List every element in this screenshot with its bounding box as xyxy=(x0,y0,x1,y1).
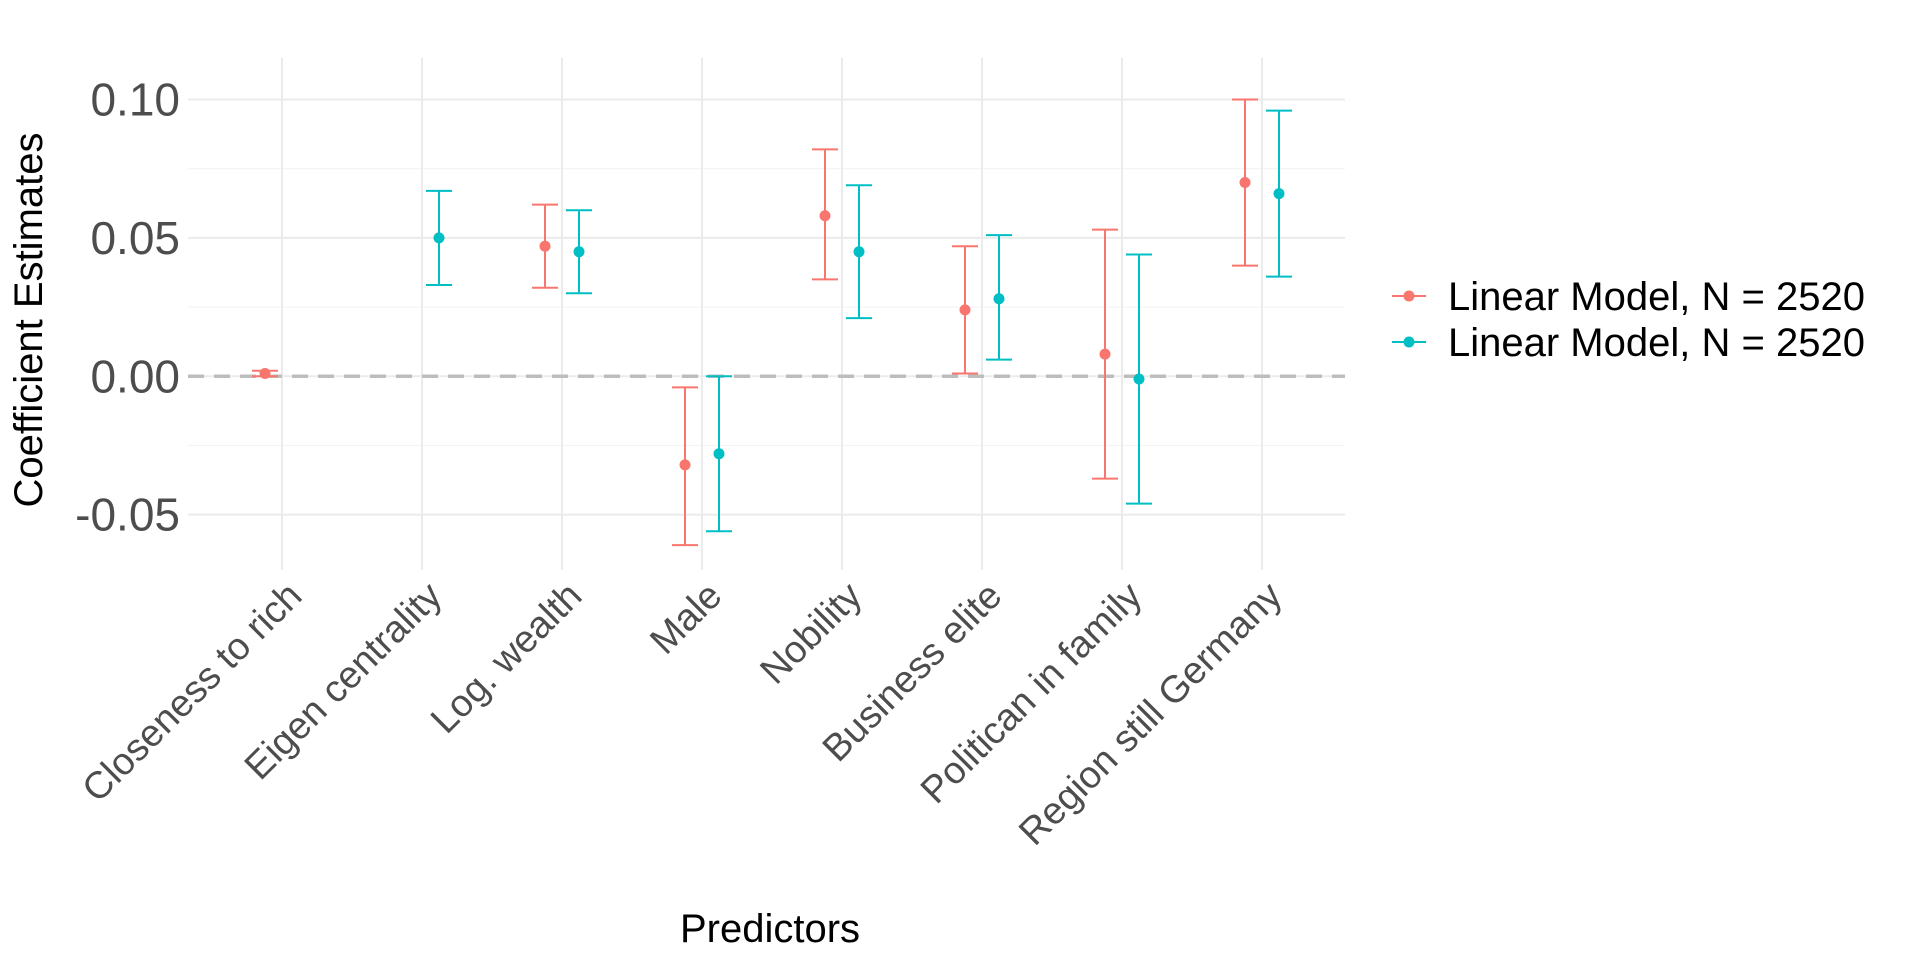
point-estimate xyxy=(574,246,585,257)
legend-label: Linear Model, N = 2520 xyxy=(1448,275,1865,319)
legend-item: Linear Model, N = 2520 xyxy=(1392,321,1865,365)
series-group xyxy=(252,100,1292,546)
legend-key-point xyxy=(1404,337,1415,348)
point-estimate xyxy=(680,459,691,470)
point-estimate xyxy=(260,368,271,379)
point-estimate xyxy=(854,246,865,257)
legend-label: Linear Model, N = 2520 xyxy=(1448,321,1865,365)
x-tick-label: Male xyxy=(642,575,730,663)
point-estimate xyxy=(1134,374,1145,385)
point-estimate xyxy=(1274,188,1285,199)
y-axis-ticks: -0.05 0.00 0.05 0.10 xyxy=(75,74,180,541)
y-tick-label: 0.00 xyxy=(90,350,180,402)
point-estimate xyxy=(820,210,831,221)
grid-lines xyxy=(188,58,1345,570)
point-estimate xyxy=(540,241,551,252)
point-estimate xyxy=(960,304,971,315)
series-2 xyxy=(426,111,1292,532)
point-estimate xyxy=(1100,349,1111,360)
legend-key-point xyxy=(1404,291,1415,302)
point-estimate xyxy=(994,293,1005,304)
x-tick-label: Region still Germany xyxy=(1011,575,1290,854)
y-axis-title: Coefficient Estimates xyxy=(7,133,51,508)
y-tick-label: 0.05 xyxy=(90,212,180,264)
point-estimate xyxy=(434,232,445,243)
x-tick-label: Nobility xyxy=(753,575,871,693)
legend-item: Linear Model, N = 2520 xyxy=(1392,275,1865,319)
point-estimate xyxy=(1240,177,1251,188)
x-tick-label: Log. wealth xyxy=(423,575,590,742)
series-1 xyxy=(252,100,1258,546)
x-axis-title: Predictors xyxy=(680,907,860,951)
y-tick-label: 0.10 xyxy=(90,74,180,126)
point-estimate xyxy=(714,448,725,459)
y-tick-label: -0.05 xyxy=(75,489,180,541)
